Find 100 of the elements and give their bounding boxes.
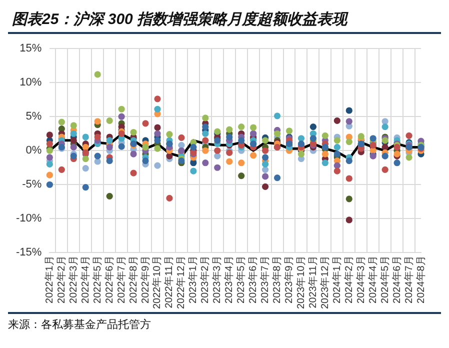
point	[262, 166, 269, 173]
point	[106, 137, 113, 144]
point	[262, 173, 269, 180]
x-tick-label: 2023年5月	[235, 256, 248, 304]
x-tick-label: 2022年4月	[79, 256, 92, 304]
point	[46, 160, 53, 168]
x-tick-label: 2022年7月	[115, 256, 128, 304]
point	[154, 145, 161, 152]
y-tick-label: 5%	[26, 110, 42, 123]
point	[382, 152, 388, 160]
point	[334, 168, 340, 174]
point	[46, 132, 53, 138]
x-tick-label: 2023年11月	[306, 256, 319, 308]
point	[358, 133, 364, 140]
x-tick-label: 2022年1月	[43, 256, 56, 304]
point	[346, 216, 352, 224]
point	[238, 124, 245, 130]
x-tick-label: 2023年10月	[294, 256, 307, 310]
point	[346, 138, 352, 146]
point	[58, 118, 65, 126]
point	[94, 134, 101, 140]
point	[250, 152, 257, 159]
y-tick-label: -10%	[16, 212, 42, 225]
x-tick-label: 2024年3月	[354, 256, 367, 304]
point	[154, 106, 161, 112]
x-tick-label: 2024年8月	[414, 256, 427, 304]
point	[406, 132, 412, 139]
x-tick-label: 2022年10月	[151, 256, 164, 310]
point	[334, 137, 340, 144]
x-tick-label: 2022年5月	[91, 256, 104, 304]
point	[154, 96, 161, 102]
point	[406, 154, 412, 161]
point	[142, 158, 149, 164]
y-tick-label: 15%	[20, 42, 42, 55]
point	[382, 118, 388, 125]
point	[334, 117, 340, 124]
x-tick-label: 2022年6月	[103, 256, 116, 304]
point	[118, 113, 125, 120]
x-tick-label: 2023年7月	[259, 256, 272, 304]
point	[202, 147, 209, 154]
point	[274, 174, 281, 182]
point	[82, 165, 89, 172]
point	[262, 160, 269, 168]
point	[262, 183, 269, 190]
point	[106, 144, 113, 151]
x-tick-label: 2024年2月	[342, 256, 355, 304]
point	[346, 158, 352, 164]
point	[334, 144, 340, 151]
x-tick-label: 2023年3月	[211, 256, 224, 304]
point	[166, 194, 173, 202]
point	[166, 130, 173, 138]
point	[322, 160, 328, 166]
point	[214, 164, 221, 171]
point	[202, 130, 209, 137]
point	[334, 162, 340, 169]
point	[94, 71, 101, 78]
x-tick-label: 2024年1月	[330, 256, 343, 304]
point	[346, 175, 352, 182]
point	[82, 184, 89, 191]
y-tick-label: -15%	[16, 246, 42, 259]
point	[262, 147, 269, 154]
point	[82, 134, 89, 140]
point	[46, 181, 53, 188]
point	[70, 144, 77, 151]
x-tick-label: 2022年12月	[175, 256, 188, 310]
point	[154, 130, 161, 137]
point	[46, 154, 53, 161]
point	[94, 118, 101, 125]
point	[382, 144, 388, 151]
point	[130, 150, 137, 158]
x-tick-label: 2022年3月	[67, 256, 80, 304]
point	[298, 135, 305, 142]
x-tick-label: 2023年12月	[318, 256, 331, 310]
y-tick-label: 10%	[20, 76, 42, 89]
point	[310, 124, 316, 130]
point	[322, 132, 328, 139]
point	[382, 166, 388, 173]
point	[118, 106, 125, 112]
point	[106, 117, 113, 124]
chart-title: 图表25：沪深 300 指数增强策略月度超额收益表现	[8, 8, 441, 34]
point	[298, 150, 305, 158]
point	[262, 154, 269, 161]
point	[82, 144, 89, 151]
point	[106, 158, 113, 164]
point	[130, 128, 137, 136]
x-tick-label: 2022年2月	[55, 256, 68, 304]
point	[70, 137, 77, 144]
point	[106, 192, 113, 200]
point	[322, 150, 328, 158]
point	[82, 155, 89, 162]
point	[202, 160, 209, 166]
point	[250, 124, 257, 131]
x-tick-label: 2024年5月	[378, 256, 391, 304]
point	[394, 144, 400, 151]
source-note: 来源：各私募基金产品托管方	[8, 318, 152, 332]
point	[238, 172, 245, 180]
x-tick-label: 2023年2月	[199, 256, 212, 304]
x-tick-label: 2024年4月	[366, 256, 379, 304]
point	[202, 137, 209, 144]
point	[286, 128, 293, 134]
